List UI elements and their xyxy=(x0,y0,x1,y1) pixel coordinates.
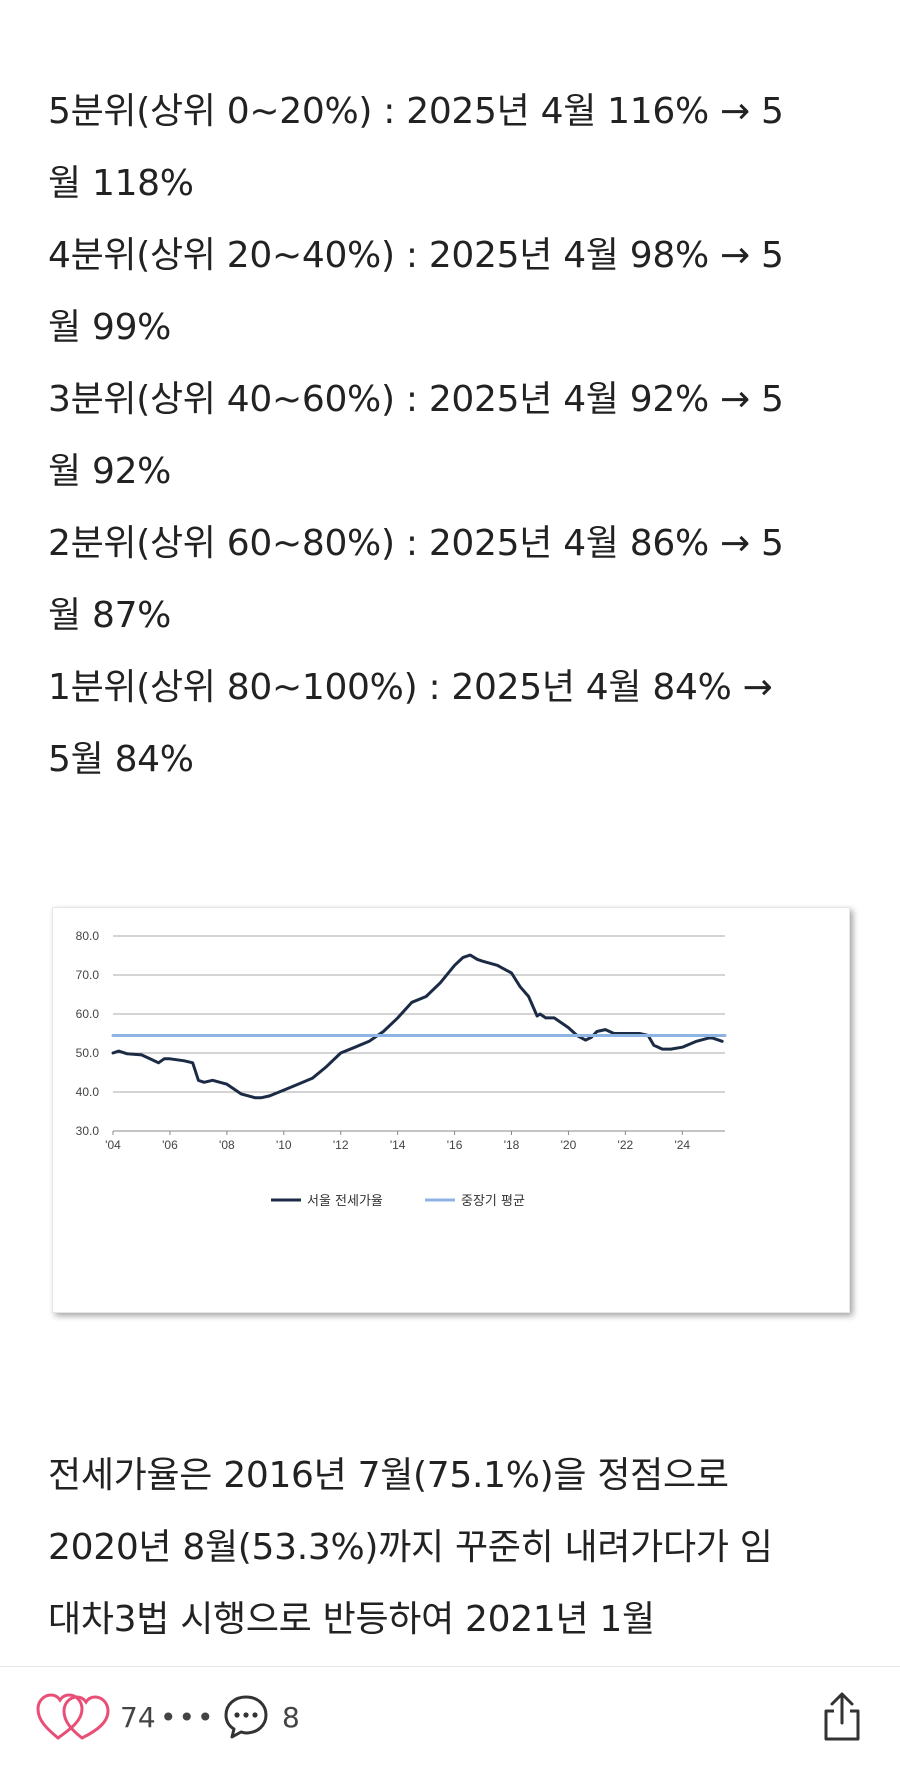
comment-count: 8 xyxy=(282,1700,300,1734)
share-button[interactable] xyxy=(820,1667,864,1767)
legend-label: 서울 전세가율 xyxy=(307,1194,383,1209)
x-tick-label: '14 xyxy=(390,1138,406,1152)
x-tick-label: '22 xyxy=(618,1138,634,1152)
quintile-text-block: 5분위(상위 0~20%) : 2025년 4월 116% → 5 월 118%… xyxy=(48,76,848,796)
x-tick-label: '20 xyxy=(561,1138,577,1152)
y-tick-label: 70.0 xyxy=(76,968,100,982)
share-icon xyxy=(824,1692,860,1741)
more-button[interactable]: ••• xyxy=(160,1667,216,1767)
y-tick-label: 60.0 xyxy=(76,1007,100,1021)
x-tick-label: '04 xyxy=(105,1138,121,1152)
chart-svg: 30.0 40.0 50.0 60.0 70.0 80.0 '04 '06 '08 '10 '12 '… xyxy=(76,929,727,1209)
text-line: 월 87% xyxy=(48,595,172,636)
y-tick-label: 50.0 xyxy=(76,1046,100,1060)
action-bar: 74 ••• 8 xyxy=(0,1666,900,1767)
x-tick-label: '24 xyxy=(674,1138,690,1152)
like-count: 74 xyxy=(120,1700,156,1734)
x-tick-label: '06 xyxy=(162,1138,178,1152)
text-line: 월 92% xyxy=(48,451,172,492)
series-line-seoul-jeonse-ratio xyxy=(111,953,724,1100)
text-line: 전세가율은 2016년 7월(75.1%)을 정점으로 xyxy=(48,1455,729,1496)
legend-label: 중장기 평균 xyxy=(461,1194,525,1209)
y-tick-label: 30.0 xyxy=(76,1124,100,1138)
text-line: 5분위(상위 0~20%) : 2025년 4월 116% → 5 xyxy=(48,91,784,132)
text-line: 1분위(상위 80~100%) : 2025년 4월 84% → xyxy=(48,667,773,708)
comment-bubble-icon xyxy=(224,1695,268,1739)
text-line: 2분위(상위 60~80%) : 2025년 4월 86% → 5 xyxy=(48,523,784,564)
jeonse-ratio-chart: 30.0 40.0 50.0 60.0 70.0 80.0 '04 '06 '08 '10 '12 '… xyxy=(52,907,850,1313)
y-tick-label: 40.0 xyxy=(76,1085,100,1099)
like-button[interactable]: 74 xyxy=(36,1667,156,1767)
text-line: 5월 84% xyxy=(48,739,194,780)
text-line: 월 118% xyxy=(48,163,194,204)
x-tick-label: '10 xyxy=(276,1138,292,1152)
more-dots-icon: ••• xyxy=(160,1700,216,1734)
x-tick-label: '18 xyxy=(504,1138,520,1152)
x-tick-label: '12 xyxy=(333,1138,349,1152)
text-line: 월 99% xyxy=(48,307,172,348)
text-line: 2020년 8월(53.3%)까지 꾸준히 내려가다가 임 xyxy=(48,1527,773,1568)
text-line: 대차3법 시행으로 반등하여 2021년 1월 xyxy=(48,1599,655,1640)
body-text-block: 전세가율은 2016년 7월(75.1%)을 정점으로 2020년 8월(53.… xyxy=(48,1440,868,1656)
comment-button[interactable]: 8 xyxy=(222,1667,300,1767)
y-tick-label: 80.0 xyxy=(76,929,100,943)
x-tick-label: '16 xyxy=(447,1138,463,1152)
text-line: 4분위(상위 20~40%) : 2025년 4월 98% → 5 xyxy=(48,235,784,276)
x-tick-label: '08 xyxy=(219,1138,235,1152)
text-line: 3분위(상위 40~60%) : 2025년 4월 92% → 5 xyxy=(48,379,784,420)
heart-icon xyxy=(36,1693,110,1740)
